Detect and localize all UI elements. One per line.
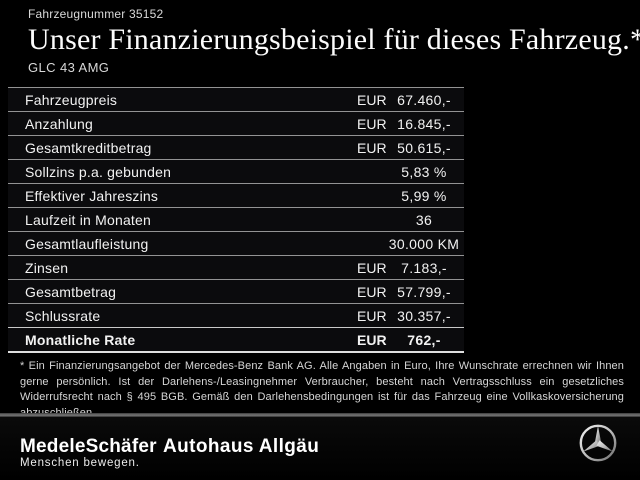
finance-row: Zinsen EUR 7.183,- xyxy=(8,255,464,279)
vehicle-number: Fahrzeugnummer 35152 xyxy=(28,7,164,21)
finance-row: Schlussrate EUR 30.357,- xyxy=(8,303,464,327)
row-currency: EUR xyxy=(357,259,387,276)
row-value: 16.845,- xyxy=(397,115,451,132)
row-label: Laufzeit in Monaten xyxy=(25,211,151,228)
row-value: 57.799,- xyxy=(397,283,451,300)
finance-row: Effektiver Jahreszins 5,99 % xyxy=(8,183,464,207)
row-label: Effektiver Jahreszins xyxy=(25,187,159,204)
finance-row-monthly-rate: Monatliche Rate EUR 762,- xyxy=(8,327,464,351)
row-value: 5,83 % xyxy=(401,163,447,180)
header: Fahrzeugnummer 35152 Unser Finanzierungs… xyxy=(28,7,640,75)
row-value: 5,99 % xyxy=(401,187,447,204)
finance-row: Fahrzeugpreis EUR 67.460,- xyxy=(8,87,464,111)
row-label: Zinsen xyxy=(25,259,69,276)
finance-row: Anzahlung EUR 16.845,- xyxy=(8,111,464,135)
row-label: Gesamtbetrag xyxy=(25,283,117,300)
row-currency: EUR xyxy=(357,307,387,324)
finance-row: Laufzeit in Monaten 36 xyxy=(8,207,464,231)
row-label: Monatliche Rate xyxy=(25,331,136,348)
finance-row: Gesamtkreditbetrag EUR 50.615,- xyxy=(8,135,464,159)
model-name: GLC 43 AMG xyxy=(28,60,110,75)
row-label: Anzahlung xyxy=(25,115,93,132)
disclaimer-text: * Ein Finanzierungsangebot der Mercedes-… xyxy=(20,360,624,419)
mercedes-benz-star-icon xyxy=(579,424,617,462)
row-value: 7.183,- xyxy=(401,259,447,276)
dealer-logo-autohaus-allgaeu: Autohaus Allgäu xyxy=(163,436,320,457)
row-currency: EUR xyxy=(357,283,387,300)
page-title: Unser Finanzierungsbeispiel für dieses F… xyxy=(28,23,640,56)
dealer-tagline: Menschen bewegen. xyxy=(20,457,140,469)
finance-table: Fahrzeugpreis EUR 67.460,- Anzahlung EUR… xyxy=(8,87,464,353)
finance-row: Gesamtbetrag EUR 57.799,- xyxy=(8,279,464,303)
row-value: 30.000 KM xyxy=(388,235,460,252)
row-label: Sollzins p.a. gebunden xyxy=(25,163,172,180)
row-label: Gesamtlaufleistung xyxy=(25,235,149,252)
row-currency: EUR xyxy=(357,139,387,156)
finance-row: Gesamtlaufleistung 30.000 KM xyxy=(8,231,464,255)
dealer-logo-medele-schaefer: MedeleSchäfer xyxy=(20,436,157,457)
footer: MedeleSchäfer Menschen bewegen. Autohaus… xyxy=(0,417,640,480)
row-value: 762,- xyxy=(407,331,441,348)
row-currency: EUR xyxy=(357,331,387,348)
row-value: 67.460,- xyxy=(397,91,451,108)
row-value: 36 xyxy=(415,211,433,228)
row-label: Schlussrate xyxy=(25,307,101,324)
row-value: 30.357,- xyxy=(397,307,451,324)
row-currency: EUR xyxy=(357,91,387,108)
finance-row: Sollzins p.a. gebunden 5,83 % xyxy=(8,159,464,183)
row-label: Fahrzeugpreis xyxy=(25,91,118,108)
row-label: Gesamtkreditbetrag xyxy=(25,139,152,156)
row-value: 50.615,- xyxy=(397,139,451,156)
footer-divider xyxy=(0,413,640,417)
row-currency: EUR xyxy=(357,115,387,132)
